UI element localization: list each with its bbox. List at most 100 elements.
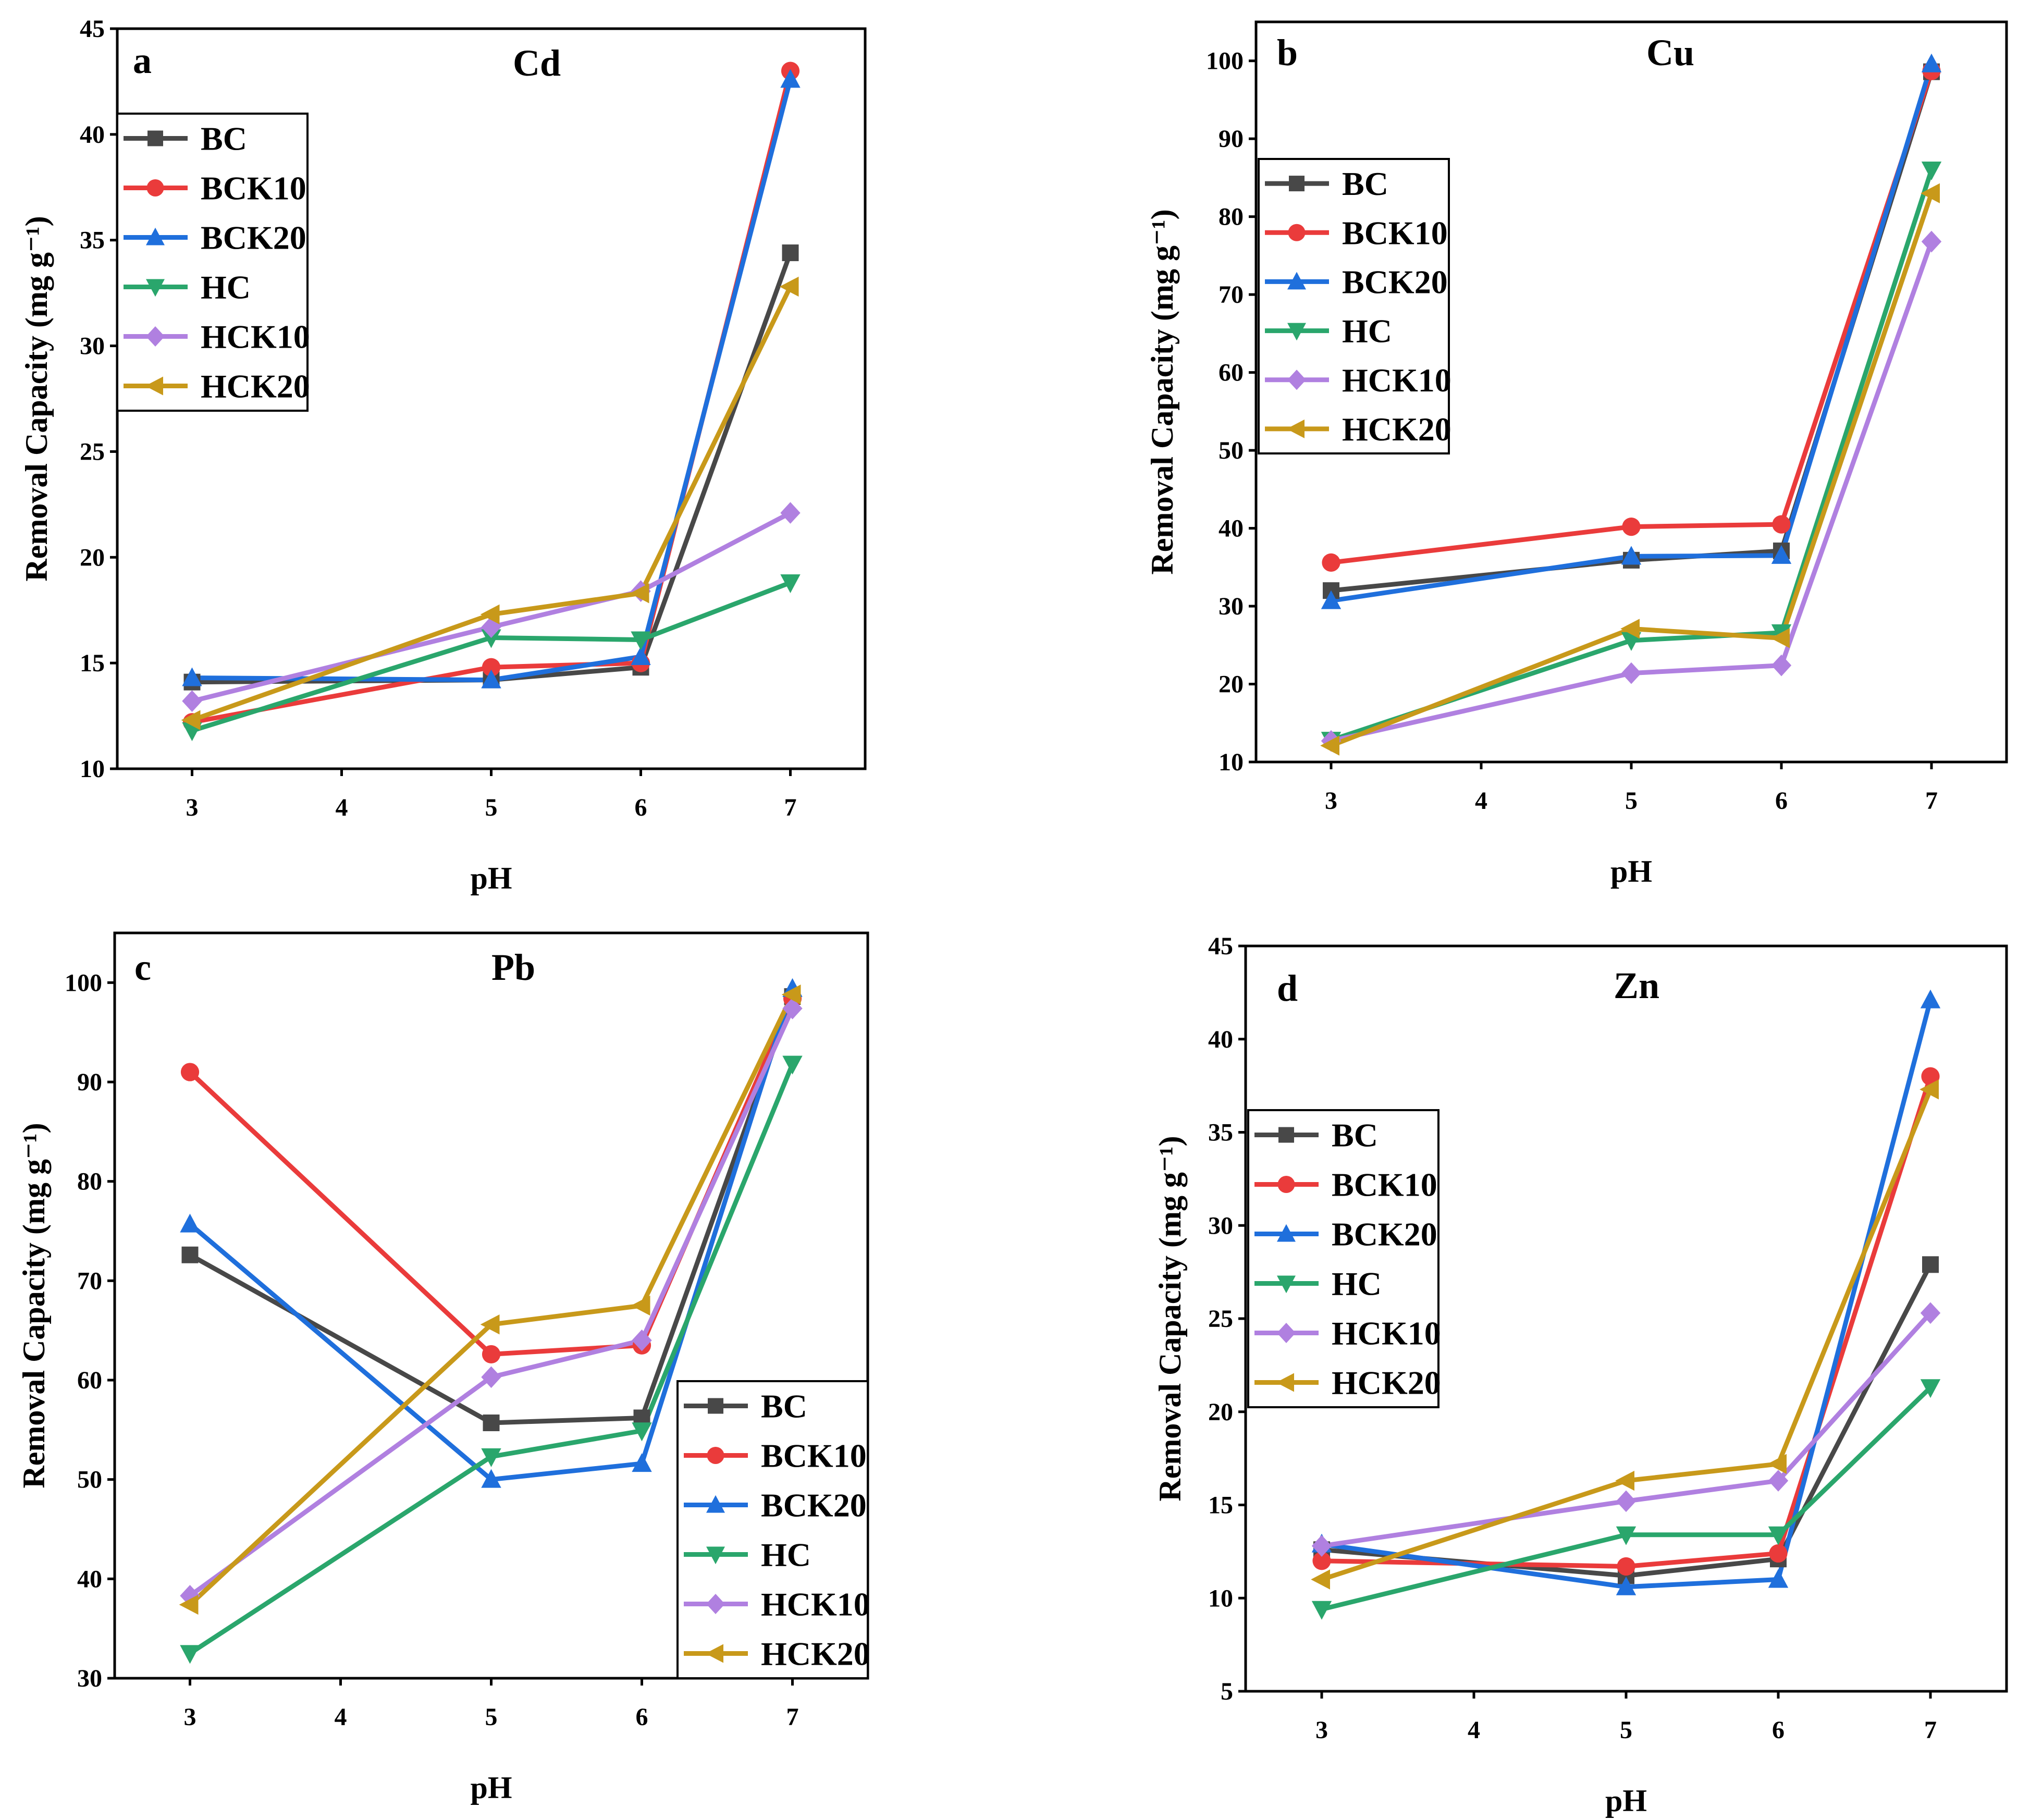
x-tick-label: 5: [1625, 787, 1638, 815]
x-axis-label: pH: [470, 1770, 512, 1805]
x-tick-label: 6: [635, 794, 647, 821]
legend-box: [1258, 158, 1450, 454]
data-point-bck10: [1769, 1544, 1788, 1563]
data-point-hck20: [1620, 619, 1640, 639]
chart-panel-b: 10 20 30 40 50 60 70 80 90 100 3 4 5 6 7 pH Removal Capa…: [1145, 20, 2008, 889]
data-point-bck20: [780, 69, 801, 88]
y-tick-label: 40: [80, 121, 105, 149]
data-point-bck20: [1921, 53, 1942, 72]
data-point-bck20: [631, 646, 651, 665]
legend-label-bc: BC: [761, 1388, 807, 1425]
legend-label-hck20: HCK20: [201, 368, 310, 405]
legend-marker-hck20: [1286, 419, 1305, 438]
legend: BC BCK10 BCK20 HC HCK10 HCK20: [1247, 1109, 1441, 1408]
data-point-hck20: [1311, 1569, 1330, 1590]
series-line-hck20: [1330, 192, 1934, 748]
data-point-hck20: [480, 604, 500, 625]
data-point-hck10: [1771, 654, 1792, 677]
data-point-hc: [180, 1645, 200, 1664]
y-axis-label: Removal Capacity (mg g⁻¹): [17, 1123, 51, 1488]
chart-title: Cd: [513, 42, 561, 84]
panel-letter: d: [1277, 967, 1298, 1009]
y-tick-label: 50: [77, 1466, 102, 1494]
legend-box: [676, 1380, 869, 1679]
data-point-hc: [1921, 162, 1942, 180]
panel-letter: c: [134, 946, 151, 988]
data-point-hck10: [1616, 1490, 1636, 1512]
legend-marker-hck10: [146, 326, 165, 347]
legend-label-bc: BC: [1332, 1117, 1378, 1154]
legend-label-bck10: BCK10: [1342, 214, 1448, 251]
data-point-bck20: [481, 1469, 501, 1488]
data-point-hc: [481, 629, 501, 648]
legend-label-hck10: HCK10: [1342, 362, 1451, 399]
y-tick-label: 40: [1208, 1026, 1233, 1053]
data-point-bc: [483, 1414, 500, 1431]
y-axis-label: Removal Capacity (mg g⁻¹): [19, 216, 54, 581]
data-point-hck10: [632, 1329, 652, 1351]
data-point-hck20: [181, 710, 201, 730]
legend-marker-hc: [146, 279, 165, 297]
legend-label-bck10: BCK10: [201, 170, 306, 207]
legend-marker-hc: [1277, 1275, 1296, 1294]
chart-title: Cu: [1646, 32, 1694, 73]
y-tick-label: 45: [1208, 932, 1233, 960]
chart-title: Zn: [1614, 965, 1659, 1006]
x-tick-label: 4: [1468, 1716, 1480, 1744]
series-line-hck20: [188, 993, 795, 1607]
series-line-hck10: [1321, 1311, 1933, 1548]
y-tick-label: 40: [77, 1565, 102, 1593]
data-point-hck10: [1621, 662, 1642, 684]
legend-label-bck20: BCK20: [1342, 263, 1448, 300]
data-point-bck10: [1322, 553, 1340, 572]
legend-marker-bc: [1278, 1127, 1294, 1143]
legend-box: [1247, 1109, 1439, 1408]
x-tick-label: 3: [184, 1703, 196, 1731]
y-tick-label: 30: [80, 333, 105, 360]
legend-label-hck20: HCK20: [1342, 411, 1451, 448]
legend-label-hck10: HCK10: [1332, 1315, 1441, 1352]
chart-title: Pb: [491, 946, 535, 988]
y-tick-label: 60: [77, 1367, 102, 1394]
series-line-hc: [1321, 1386, 1933, 1612]
y-axis-label: Removal Capacity (mg g⁻¹): [1145, 209, 1179, 574]
y-tick-label: 80: [1219, 203, 1244, 231]
data-point-hc: [1768, 1526, 1789, 1545]
data-point-bck10: [1617, 1557, 1635, 1576]
legend-label-bck10: BCK10: [761, 1437, 867, 1474]
legend-label-bck10: BCK10: [1332, 1166, 1437, 1203]
x-axis-label: pH: [470, 861, 512, 895]
y-tick-label: 90: [1219, 125, 1244, 153]
legend-label-hck10: HCK10: [761, 1586, 870, 1623]
data-point-hck20: [1921, 183, 1940, 204]
legend-marker-bck20: [146, 227, 165, 245]
y-tick-label: 70: [1219, 281, 1244, 309]
series-line-hck10: [1331, 241, 1934, 744]
data-point-bck10: [482, 658, 501, 677]
y-tick-label: 20: [1219, 671, 1244, 698]
data-point-hck20: [1919, 1079, 1939, 1100]
series-line-hck10: [188, 1007, 795, 1598]
x-tick-label: 7: [784, 794, 797, 821]
legend-label-hc: HC: [1342, 313, 1392, 350]
data-point-bck20: [1616, 1576, 1636, 1595]
y-tick-label: 40: [1219, 515, 1244, 543]
chart-panel-c: 30 40 50 60 70 80 90 100 3 4 5 6 7 pH Removal Capacity…: [17, 931, 870, 1805]
x-tick-label: 7: [1924, 1716, 1937, 1744]
data-point-hc: [631, 631, 651, 650]
data-point-bc: [1922, 1256, 1939, 1273]
data-point-bck10: [1312, 1552, 1331, 1570]
legend-marker-hck10: [706, 1594, 725, 1614]
y-tick-label: 100: [65, 969, 102, 997]
series-line-hck20: [191, 285, 793, 722]
x-tick-label: 3: [1325, 787, 1337, 815]
y-tick-label: 25: [1208, 1305, 1233, 1333]
legend-marker-bck20: [706, 1495, 725, 1513]
x-axis-label: pH: [1610, 854, 1652, 889]
legend-marker-bc: [147, 130, 163, 146]
data-point-hck10: [182, 690, 202, 712]
legend-label-bck20: BCK20: [201, 219, 306, 256]
x-tick-label: 4: [335, 1703, 347, 1731]
x-tick-label: 5: [485, 1703, 498, 1731]
legend-marker-hc: [1287, 323, 1306, 341]
